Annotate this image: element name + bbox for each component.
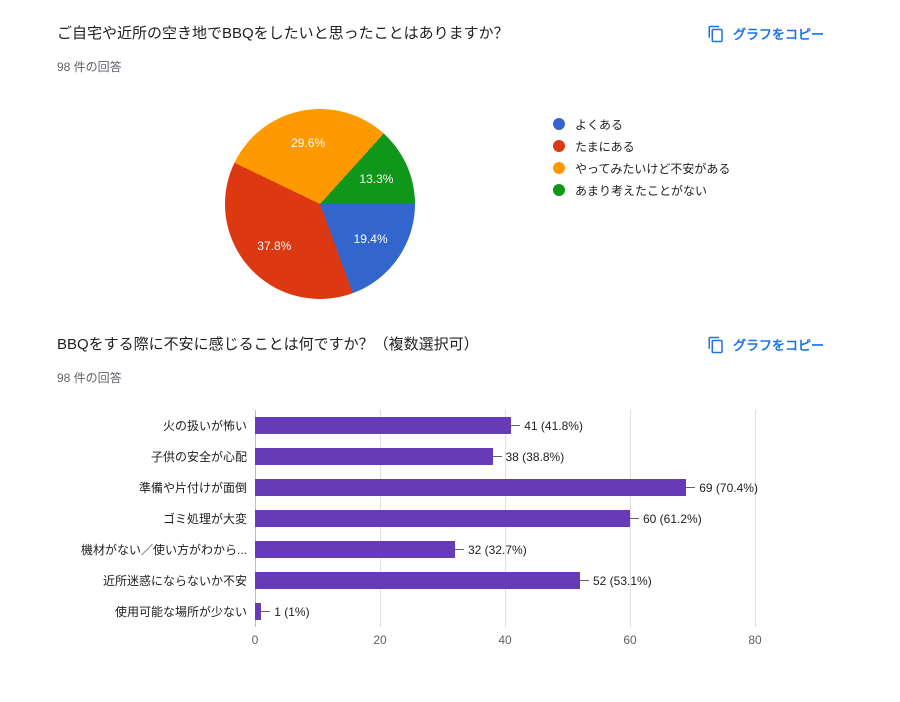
bar-value-label: 69 (70.4%) — [699, 480, 758, 495]
bar-category-label: 近所迷惑にならないか不安 — [102, 574, 247, 588]
pie-chart: 19.4% 37.8% 29.6% 13.3% — [225, 109, 415, 299]
x-axis-tick-label: 40 — [498, 633, 512, 647]
copy-chart-button-pie[interactable]: グラフをコピー — [707, 24, 824, 43]
pie-response-count: 98 件の回答 — [57, 60, 122, 74]
copy-icon — [707, 336, 725, 354]
bar-row: 32 (32.7%) — [255, 534, 755, 565]
bar — [255, 603, 262, 620]
bar-row: 38 (38.8%) — [255, 441, 755, 472]
pie-chart-area: 19.4% 37.8% 29.6% 13.3% よくあるたまにあるやってみたいけど不安… — [57, 109, 824, 299]
pie-slice-label: 19.4% — [353, 232, 388, 247]
bar-row: 1 (1%) — [255, 596, 755, 627]
bar-chart: 火の扱いが怖い子供の安全が心配準備や片付けが面倒ゴミ処理が大変機材がない／使い方… — [57, 410, 824, 649]
pie-section-header: ご自宅や近所の空き地でBBQをしたいと思ったことはありますか？ グラフをコピー — [57, 24, 824, 44]
bar-category-labels: 火の扱いが怖い子供の安全が心配準備や片付けが面倒ゴミ処理が大変機材がない／使い方… — [57, 410, 255, 627]
bar-x-axis: 0 20 40 60 80 — [57, 627, 824, 649]
pie-slice-label: 13.3% — [359, 171, 394, 186]
pie-legend: よくあるたまにあるやってみたいけど不安がある あまり考えたことがない — [553, 113, 730, 201]
pie-slice-label: 37.8% — [257, 238, 292, 253]
bar-chart-section: BBQをする際に不安に感じることは何ですか？（複数選択可） グラフをコピー 98… — [0, 299, 900, 649]
legend-swatch — [553, 184, 565, 196]
x-axis-tick-label: 80 — [748, 633, 762, 647]
copy-chart-label: グラフをコピー — [732, 338, 824, 353]
copy-icon — [707, 25, 725, 43]
bar-plot-area: 41 (41.8%) 38 (38.8%) 69 (70.4%) 60 (61.2%)… — [254, 410, 758, 627]
bar-value-label: 52 (53.1%) — [593, 573, 652, 588]
x-axis-spacer — [57, 627, 255, 649]
x-axis-tick-label: 20 — [373, 633, 387, 647]
bar-category-label: 火の扱いが怖い — [162, 419, 247, 433]
legend-item: あまり考えたことがない — [553, 179, 730, 201]
bar-value-label: 38 (38.8%) — [505, 449, 565, 464]
bar-row: 60 (61.2%) — [255, 503, 755, 534]
bar — [255, 572, 580, 589]
x-axis-tick-labels: 0 20 40 60 80 — [251, 627, 762, 649]
bar-value-connector — [630, 518, 639, 519]
bar — [255, 510, 630, 527]
bar-category-label: 使用可能な場所が少ない — [114, 605, 247, 619]
bar-rows: 41 (41.8%) 38 (38.8%) 69 (70.4%) 60 (61.2%)… — [255, 410, 758, 627]
bar-category-label: 子供の安全が心配 — [150, 450, 247, 464]
bar — [255, 541, 455, 558]
bar-category-label: 機材がない／使い方がわから... — [80, 543, 247, 557]
bar — [255, 448, 493, 465]
bar-value-connector — [511, 425, 521, 426]
pie-slice-label: 29.6% — [291, 136, 326, 151]
bar-value-label: 32 (32.7%) — [468, 542, 527, 557]
bar-value-connector — [580, 580, 589, 581]
bar — [255, 479, 687, 496]
pie-question-title: ご自宅や近所の空き地でBBQをしたいと思ったことはありますか？ — [57, 25, 509, 42]
copy-chart-label: グラフをコピー — [732, 27, 824, 42]
x-axis-tick-label: 0 — [251, 633, 259, 647]
x-axis-tick-label: 60 — [623, 633, 637, 647]
legend-swatch — [553, 140, 565, 152]
bar-question-title: BBQをする際に不安に感じることは何ですか？（複数選択可） — [57, 336, 479, 353]
bar — [255, 417, 512, 434]
bar-category-label: ゴミ処理が大変 — [162, 512, 247, 526]
legend-swatch — [553, 118, 565, 130]
legend-item: やってみたいけど不安がある — [553, 157, 730, 179]
bar-row: 69 (70.4%) — [255, 472, 758, 503]
legend-label: たまにある — [575, 139, 635, 154]
bar-value-connector — [492, 456, 502, 457]
bar-value-label: 1 (1%) — [274, 604, 310, 619]
bar-row: 52 (53.1%) — [255, 565, 755, 596]
bar-chart-body: 火の扱いが怖い子供の安全が心配準備や片付けが面倒ゴミ処理が大変機材がない／使い方… — [57, 410, 824, 627]
bar-value-connector — [261, 611, 271, 612]
legend-label: やってみたいけど不安がある — [575, 161, 731, 176]
copy-chart-button-bar[interactable]: グラフをコピー — [707, 335, 824, 354]
legend-label: よくある — [575, 117, 624, 132]
legend-swatch — [553, 162, 565, 174]
bar-value-connector — [686, 487, 696, 488]
legend-item: たまにある — [553, 135, 730, 157]
pie-chart-section: ご自宅や近所の空き地でBBQをしたいと思ったことはありますか？ グラフをコピー … — [0, 0, 900, 299]
legend-label: あまり考えたことがない — [575, 183, 708, 198]
gridline — [754, 410, 756, 627]
bar-response-count: 98 件の回答 — [57, 371, 122, 385]
bar-category-label: 準備や片付けが面倒 — [138, 481, 247, 495]
bar-value-label: 60 (61.2%) — [643, 511, 702, 526]
bar-row: 41 (41.8%) — [255, 410, 755, 441]
legend-item: よくある — [553, 113, 730, 135]
bar-value-connector — [455, 549, 464, 550]
bar-section-header: BBQをする際に不安に感じることは何ですか？（複数選択可） グラフをコピー — [57, 335, 824, 355]
bar-value-label: 41 (41.8%) — [524, 418, 583, 433]
